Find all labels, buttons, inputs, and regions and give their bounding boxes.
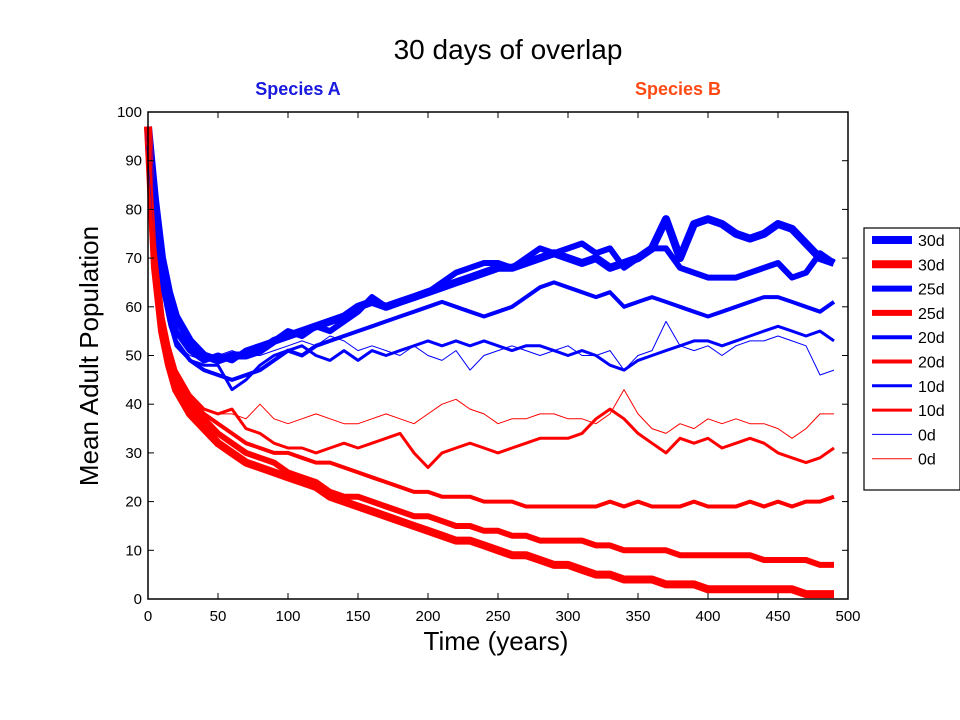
y-tick-label: 70 (125, 250, 142, 267)
y-tick-label: 0 (134, 591, 142, 608)
series-line-30d-species-b (144, 126, 834, 599)
chart-title: 30 days of overlap (394, 34, 623, 65)
series-line-0d-species-a (147, 160, 835, 376)
legend-label: 10d (918, 403, 945, 420)
y-axis-label: Mean Adult Population (74, 226, 104, 486)
x-tick-label: 50 (210, 608, 227, 625)
y-tick-label: 10 (125, 542, 142, 559)
y-tick-label: 20 (125, 494, 142, 511)
legend-label: 30d (918, 257, 945, 274)
series-line-20d-species-b (146, 131, 835, 509)
series-line-0d-species-b (147, 150, 834, 439)
x-tick-label: 250 (485, 608, 510, 625)
x-tick-label: 500 (835, 608, 860, 625)
x-tick-label: 350 (625, 608, 650, 625)
legend-label: 0d (918, 427, 936, 444)
series-line-30d-species-a (144, 126, 836, 365)
x-tick-label: 200 (415, 608, 440, 625)
series-line-20d-species-a (146, 136, 836, 382)
series-line-25d-species-a (145, 131, 836, 364)
x-tick-label: 400 (695, 608, 720, 625)
x-tick-label: 450 (765, 608, 790, 625)
legend-label: 20d (918, 330, 945, 347)
y-tick-label: 80 (125, 201, 142, 218)
y-tick-label: 100 (117, 104, 142, 121)
y-tick-label: 30 (125, 445, 142, 462)
series-line-25d-species-b (145, 126, 834, 568)
x-axis-label: Time (years) (424, 626, 569, 656)
x-tick-label: 150 (345, 608, 370, 625)
x-tick-label: 100 (275, 608, 300, 625)
ticks-layer: 0 50 100 150 200 250 300 350 400 450 500 0 10 20 30 40 5… (117, 104, 861, 625)
legend-label: 25d (918, 306, 945, 323)
legend-box (863, 227, 960, 491)
y-tick-label: 50 (125, 348, 142, 365)
legend-label: 0d (918, 452, 936, 469)
legend-label: 25d (918, 282, 945, 299)
species-b-label: Species B (635, 79, 721, 99)
x-tick-label: 0 (144, 608, 152, 625)
series-layer (144, 126, 836, 599)
legend-label: 20d (918, 355, 945, 372)
legend: 30d 30d 25d 25d 20d 20d 10d 10d 0d 0d (863, 227, 960, 491)
y-tick-label: 90 (125, 153, 142, 170)
series-line-10d-species-b (146, 136, 835, 469)
legend-label: 10d (918, 379, 945, 396)
y-tick-label: 40 (125, 396, 142, 413)
species-a-label: Species A (255, 79, 340, 99)
legend-label: 30d (918, 233, 945, 250)
y-tick-label: 60 (125, 299, 142, 316)
series-line-10d-species-a (146, 145, 835, 392)
x-tick-label: 300 (555, 608, 580, 625)
